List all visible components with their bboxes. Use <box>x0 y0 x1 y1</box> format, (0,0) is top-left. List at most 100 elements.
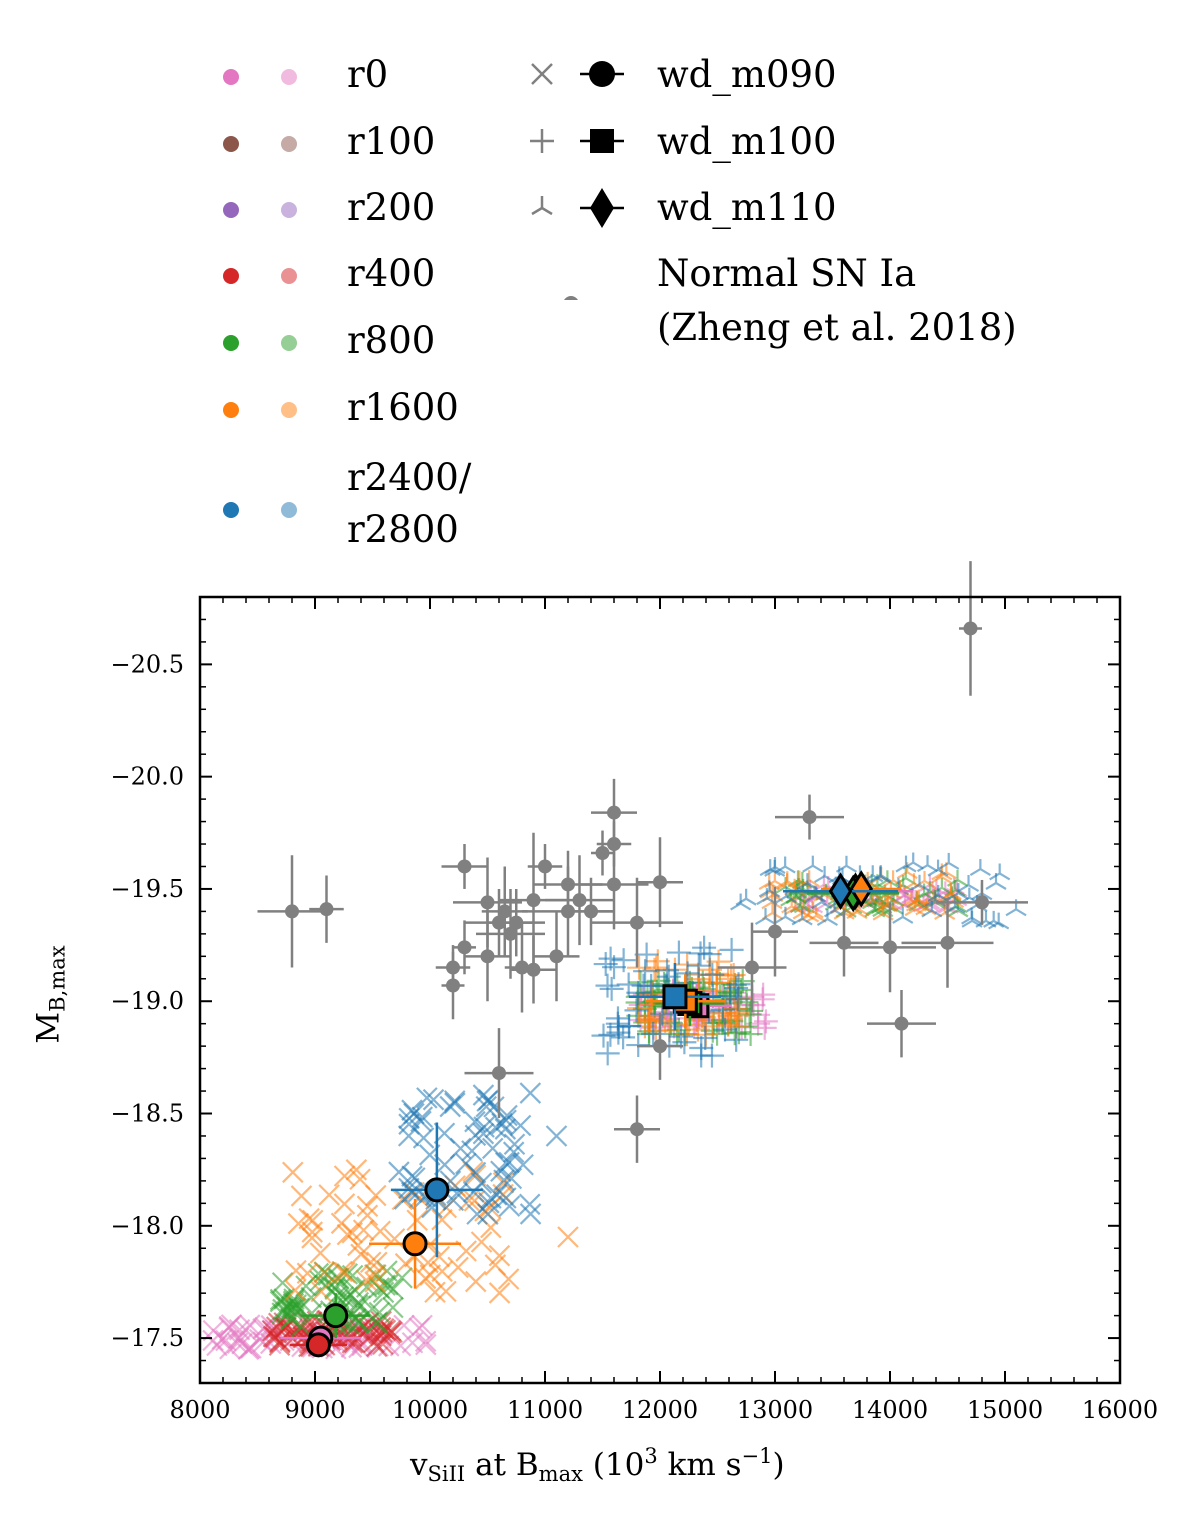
observation-point <box>497 904 512 919</box>
model-point <box>446 1182 468 1205</box>
observation-point <box>526 962 541 977</box>
legend-dot-r200-light <box>281 202 297 218</box>
observation-point <box>630 915 644 930</box>
model-point <box>700 962 725 987</box>
observation-point <box>975 895 989 910</box>
diamond-marker-icon <box>580 188 624 228</box>
model-point <box>905 894 928 912</box>
legend-label-r0: r0 <box>347 53 389 96</box>
model-point <box>938 852 960 870</box>
model-point <box>431 1260 453 1283</box>
observation-point <box>883 940 897 955</box>
y-axis-title-main: M <box>30 1011 67 1044</box>
model-point <box>509 1114 532 1137</box>
model-point <box>431 1208 453 1231</box>
model-point <box>347 1291 370 1314</box>
model-point <box>331 1260 353 1283</box>
legend-label-r400: r400 <box>347 252 436 295</box>
model-point <box>368 1277 390 1299</box>
model-point <box>735 888 757 906</box>
model-point <box>624 998 649 1023</box>
model-point <box>835 855 858 873</box>
model-point <box>961 907 983 925</box>
x-axis-title-unit2: km s <box>657 1447 742 1483</box>
legend-dot-r400-light <box>281 268 297 284</box>
legend-markers <box>530 61 624 300</box>
model-point <box>383 1227 406 1250</box>
model-point <box>388 1161 410 1183</box>
model-point <box>645 949 670 974</box>
model-point <box>802 855 824 873</box>
model-point <box>318 1184 340 1206</box>
x-axis-title-end: ) <box>772 1447 785 1483</box>
x-marker-icon <box>531 63 553 85</box>
y-tick-label: −20.0 <box>110 763 184 791</box>
observation-point <box>584 904 598 919</box>
model-point <box>443 1090 466 1112</box>
model-point <box>415 1333 437 1356</box>
x-axis-title: vSiII at Bmax (103 km s−1) <box>410 1444 785 1486</box>
x-axis-title-sup: 3 <box>644 1444 658 1468</box>
model-point <box>988 912 1010 930</box>
model-point <box>365 1335 388 1358</box>
model-point <box>611 948 636 973</box>
model-point <box>464 1270 487 1293</box>
model-mean-circle <box>323 1303 349 1329</box>
model-point <box>473 1116 495 1138</box>
legend-label-wd-m110: wd_m110 <box>657 186 837 229</box>
legend-dot-r0 <box>223 69 239 85</box>
model-point <box>494 1118 517 1140</box>
model-point <box>598 1022 623 1047</box>
model-point <box>989 863 1011 881</box>
model-point <box>816 909 839 927</box>
model-point <box>478 1089 500 1111</box>
observation-point <box>940 935 955 950</box>
model-point <box>284 1279 306 1302</box>
model-point <box>751 982 776 1007</box>
legend-label-r2400: r2400/ <box>347 456 472 499</box>
x-axis-title-sub: SiII <box>427 1462 466 1486</box>
legend-dot-r2400 <box>223 502 239 518</box>
observation-point <box>538 859 552 874</box>
legend-label-r800: r800 <box>347 319 436 362</box>
model-point <box>902 852 924 870</box>
legend-label-observations: Normal SN Ia <box>657 252 917 295</box>
model-point <box>356 1195 379 1218</box>
model-mean-diamond <box>828 872 853 911</box>
model-point <box>503 1133 526 1156</box>
model-point <box>650 1001 675 1026</box>
model-point <box>774 906 796 924</box>
model-point <box>692 935 717 960</box>
model-mean-diamond <box>849 870 874 908</box>
model-point <box>643 1018 668 1043</box>
model-point <box>764 857 786 875</box>
observation-point <box>572 893 587 908</box>
legend-label-wd-m090: wd_m090 <box>657 53 837 96</box>
model-point <box>593 952 618 977</box>
legend-dot-r400 <box>223 268 239 284</box>
y-axis-title: MB,max <box>31 920 70 1070</box>
legend-label-r2800: r2800 <box>347 508 459 551</box>
y-tick-label: −18.0 <box>110 1212 184 1240</box>
x-tick-label: 14000 <box>852 1396 928 1424</box>
legend-dot-r200 <box>223 202 239 218</box>
legend-dot-r100 <box>223 136 239 152</box>
model-point <box>334 1261 356 1284</box>
model-point <box>599 976 624 1001</box>
observation-point <box>768 924 782 939</box>
model-point <box>491 1112 513 1135</box>
observation-point <box>653 875 667 890</box>
legend-label-r1600: r1600 <box>347 386 459 429</box>
model-point <box>480 1187 502 1209</box>
model-point <box>869 866 891 884</box>
model-point <box>1005 899 1027 917</box>
circle-marker-icon <box>580 61 624 87</box>
model-point <box>908 874 931 892</box>
model-mean-circle <box>305 1332 331 1358</box>
model-point <box>379 1319 402 1342</box>
observation-point <box>285 904 299 919</box>
model-point <box>519 1203 542 1225</box>
model-point <box>488 1282 511 1304</box>
legend-dot-r800-light <box>281 335 297 351</box>
